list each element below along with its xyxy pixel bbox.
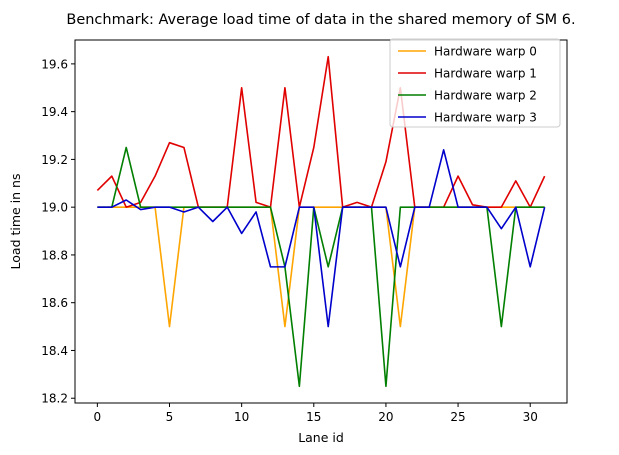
y-tick-label: 19.4 [41, 105, 68, 119]
x-tick-label: 5 [166, 410, 174, 424]
x-ticks: 0 5 10 15 20 25 30 [94, 403, 538, 424]
series-line-warp-1 [96, 55, 546, 208]
y-ticks: 18.2 18.4 18.6 18.8 19.0 19.2 19.4 19.6 [41, 57, 75, 406]
series-layer [96, 55, 546, 388]
y-tick-label: 18.6 [41, 296, 68, 310]
y-tick-label: 19.2 [41, 153, 68, 167]
y-tick-label: 19.0 [41, 201, 68, 215]
x-tick-label: 25 [450, 410, 465, 424]
x-tick-label: 15 [306, 410, 321, 424]
legend-frame [389, 38, 561, 128]
legend-label: Hardware warp 0 [434, 45, 537, 59]
x-axis-label: Lane id [298, 430, 344, 445]
y-axis-label: Load time in ns [8, 174, 23, 270]
x-tick-label: 10 [234, 410, 249, 424]
series-line-warp-3 [97, 149, 546, 328]
x-tick-label: 0 [94, 410, 102, 424]
x-tick-label: 20 [378, 410, 393, 424]
plot-frame [74, 39, 568, 404]
chart-title: Benchmark: Average load time of data in … [66, 12, 575, 28]
legend-label: Hardware warp 1 [434, 67, 537, 81]
legend: Hardware warp 0 Hardware warp 1 Hardware w… [389, 38, 561, 128]
legend-label: Hardware warp 2 [434, 89, 537, 103]
y-tick-label: 19.6 [41, 57, 68, 71]
y-tick-label: 18.2 [41, 392, 68, 406]
x-tick-label: 30 [523, 410, 538, 424]
y-tick-label: 18.4 [41, 344, 68, 358]
legend-label: Hardware warp 3 [434, 111, 537, 125]
y-tick-label: 18.8 [41, 248, 68, 262]
